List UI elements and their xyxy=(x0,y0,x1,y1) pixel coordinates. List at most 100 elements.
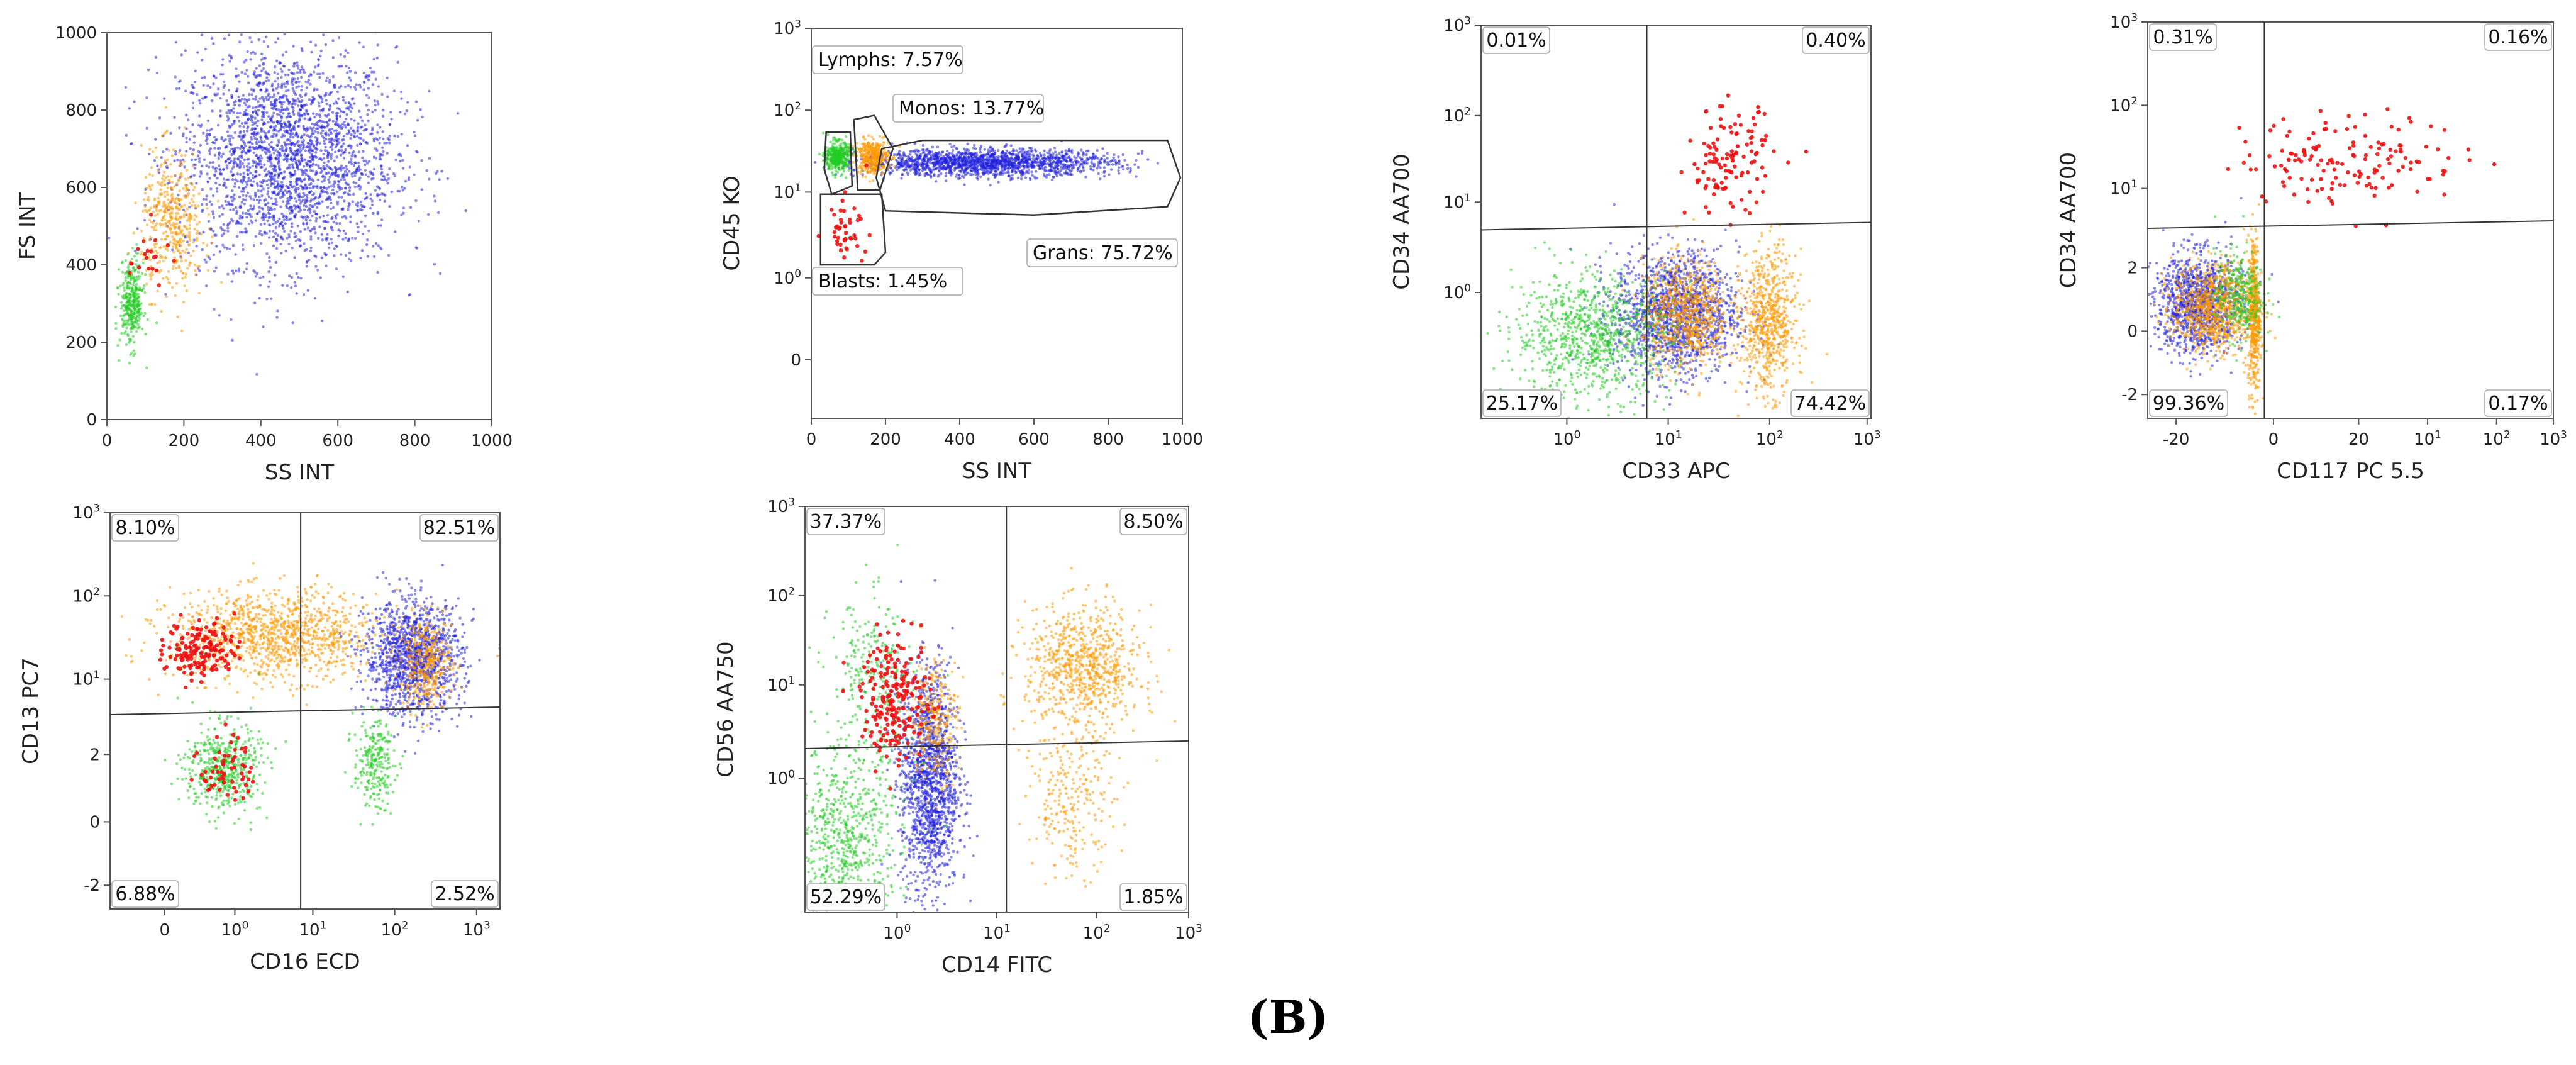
event-point xyxy=(348,70,352,73)
event-point xyxy=(127,307,130,310)
event-point xyxy=(291,246,294,250)
event-point xyxy=(215,245,218,248)
event-point xyxy=(150,226,153,229)
event-point xyxy=(1000,169,1004,172)
event-point xyxy=(272,152,275,155)
event-point xyxy=(260,52,264,56)
event-point xyxy=(238,160,242,163)
event-point xyxy=(288,166,292,169)
event-point xyxy=(250,138,253,141)
event-point xyxy=(364,141,367,144)
event-point xyxy=(280,70,284,74)
event-point xyxy=(254,219,257,222)
event-point xyxy=(293,121,297,125)
event-point xyxy=(164,237,167,241)
event-point xyxy=(306,126,309,130)
event-point xyxy=(250,52,253,55)
event-point xyxy=(380,178,384,181)
event-point xyxy=(234,99,237,103)
event-point xyxy=(348,186,352,189)
event-point xyxy=(359,256,362,260)
event-point xyxy=(127,313,131,317)
event-point xyxy=(260,194,264,198)
event-point xyxy=(926,158,930,161)
event-point xyxy=(1019,171,1023,174)
event-point xyxy=(321,28,323,31)
event-point xyxy=(958,176,962,180)
event-point xyxy=(1055,153,1058,157)
event-point xyxy=(243,98,247,101)
event-point xyxy=(228,142,232,145)
event-point xyxy=(303,177,306,181)
event-point xyxy=(290,156,293,159)
event-point xyxy=(979,145,983,148)
event-point xyxy=(321,109,325,113)
event-point xyxy=(150,220,153,223)
event-point xyxy=(337,196,340,199)
event-point xyxy=(1048,159,1052,162)
points-p1 xyxy=(107,25,467,376)
event-point xyxy=(415,247,418,250)
event-point xyxy=(136,247,140,251)
event-point xyxy=(289,141,293,145)
event-point xyxy=(325,264,328,267)
event-point xyxy=(233,131,236,135)
event-point xyxy=(227,33,231,36)
event-point xyxy=(170,175,173,178)
event-point xyxy=(286,186,289,189)
event-point xyxy=(204,95,208,98)
event-point xyxy=(235,222,238,225)
event-point xyxy=(280,181,284,184)
event-point xyxy=(282,82,286,86)
event-point xyxy=(1030,147,1033,150)
event-point xyxy=(377,85,380,88)
event-point xyxy=(180,330,184,333)
event-point xyxy=(282,100,286,104)
event-point xyxy=(129,353,132,356)
event-point xyxy=(331,75,335,79)
event-point xyxy=(260,189,263,192)
event-point xyxy=(249,171,252,175)
event-point xyxy=(269,160,272,163)
event-point xyxy=(374,147,377,150)
event-point xyxy=(194,273,197,276)
event-point xyxy=(1052,152,1055,155)
event-point xyxy=(945,153,948,157)
event-point xyxy=(1093,162,1096,166)
event-point xyxy=(311,164,314,167)
event-point xyxy=(157,201,160,204)
event-point xyxy=(313,209,316,213)
event-point xyxy=(162,174,165,177)
event-point xyxy=(224,25,226,27)
event-point xyxy=(194,69,197,73)
event-point xyxy=(212,82,215,86)
event-point xyxy=(167,148,170,152)
event-point xyxy=(197,221,201,224)
event-point xyxy=(238,162,242,165)
event-point xyxy=(328,81,331,84)
event-point xyxy=(125,343,128,346)
event-point xyxy=(325,237,328,240)
event-point xyxy=(163,184,167,187)
event-point xyxy=(159,165,163,168)
event-point xyxy=(308,98,311,101)
event-point xyxy=(1072,164,1076,167)
event-point xyxy=(233,121,236,125)
event-point xyxy=(258,210,261,213)
event-point xyxy=(153,159,157,162)
event-point xyxy=(173,185,176,188)
event-point xyxy=(158,256,162,259)
event-point xyxy=(362,150,365,153)
event-point xyxy=(129,142,133,145)
event-point xyxy=(182,233,186,236)
event-point xyxy=(386,152,389,155)
event-point xyxy=(272,203,275,206)
event-point xyxy=(921,162,924,165)
event-point xyxy=(296,165,299,169)
event-point xyxy=(1019,163,1022,166)
event-point xyxy=(235,269,238,272)
event-point xyxy=(343,170,347,173)
event-point xyxy=(171,207,174,210)
event-point xyxy=(191,83,194,87)
event-point xyxy=(153,214,157,217)
